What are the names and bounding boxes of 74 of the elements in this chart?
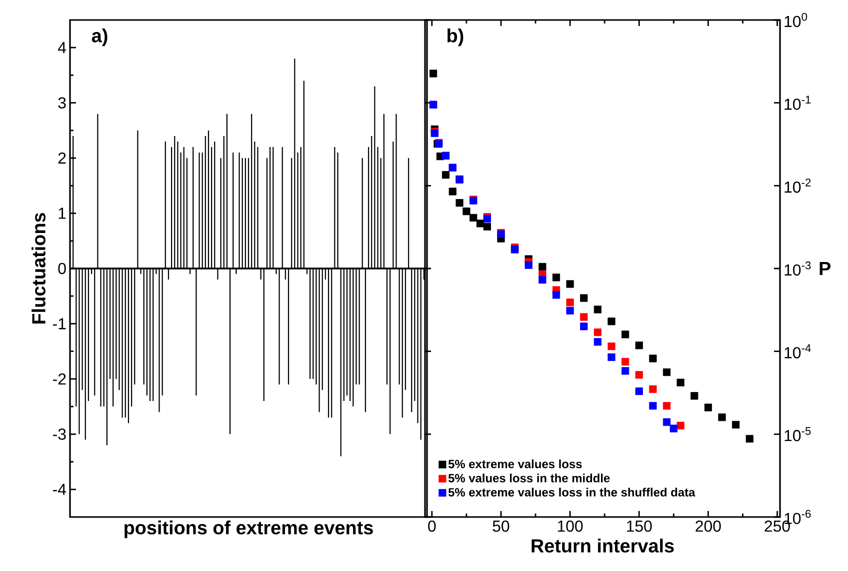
- point: [594, 328, 602, 336]
- y-axis-title: P: [820, 262, 830, 276]
- point: [676, 422, 684, 430]
- y-tick-label: 10$^{-1}$: [784, 96, 811, 110]
- point: [552, 291, 560, 299]
- point: [649, 402, 657, 410]
- legend-label: 5% extreme values loss in the shuffled data: [448, 488, 696, 497]
- y-tick-label: 10$^{-2}$: [784, 178, 811, 193]
- point: [662, 402, 671, 410]
- point: [470, 214, 478, 222]
- y-tick-label: 0: [58, 262, 66, 274]
- point: [538, 276, 546, 284]
- x-axis-title: positions of extreme events: [124, 520, 373, 538]
- point: [566, 306, 574, 314]
- y-tick-label: 1: [58, 208, 66, 219]
- point: [649, 385, 657, 393]
- point: [448, 188, 456, 196]
- x-tick-label: 100: [558, 520, 583, 532]
- y-tick-label: 2: [58, 152, 66, 164]
- point: [538, 262, 546, 271]
- point: [622, 358, 630, 366]
- point: [662, 368, 671, 376]
- point: [524, 261, 532, 269]
- point: [462, 208, 470, 216]
- annotation: b): [448, 28, 464, 46]
- point: [704, 404, 712, 412]
- y-tick-label: 10$^{0}$: [784, 12, 808, 28]
- point: [608, 342, 616, 350]
- point: [622, 367, 630, 375]
- x-tick-label: 0: [428, 520, 436, 532]
- point: [608, 353, 616, 361]
- point: [483, 222, 491, 230]
- x-axis-title: Return intervals: [532, 538, 674, 553]
- y-axis-title: Fluctuations: [32, 213, 46, 324]
- y-tick-label: -2: [53, 373, 66, 385]
- point: [649, 354, 657, 362]
- point: [635, 342, 643, 350]
- point: [594, 306, 602, 314]
- point: [442, 171, 450, 179]
- y-tick-label: 10$^{-3}$: [784, 261, 811, 276]
- point: [732, 420, 740, 429]
- point: [608, 318, 616, 326]
- point: [580, 313, 588, 321]
- point: [580, 294, 588, 302]
- point: [635, 387, 643, 396]
- x-tick-label: 200: [696, 520, 721, 532]
- point: [622, 330, 630, 338]
- point: [566, 298, 574, 306]
- x-tick-label: 50: [492, 520, 510, 532]
- legend-label: 5% extreme values loss: [448, 459, 582, 468]
- y-tick-label: 10$^{-5}$: [784, 427, 811, 442]
- point: [662, 418, 671, 426]
- legend-label: 5% values loss in the middle: [448, 474, 610, 482]
- point: [746, 434, 754, 443]
- point: [635, 371, 643, 379]
- point: [670, 424, 678, 432]
- point: [566, 280, 574, 288]
- point: [429, 70, 438, 78]
- point: [580, 322, 588, 330]
- point: [552, 274, 560, 282]
- point: [476, 220, 484, 228]
- point: [456, 199, 464, 207]
- y-tick-label: -3: [53, 428, 66, 440]
- point: [676, 378, 684, 386]
- y-tick-label: 4: [58, 42, 66, 54]
- annotation: a): [92, 28, 108, 46]
- point: [594, 338, 602, 346]
- point: [718, 413, 726, 422]
- y-tick-label: -4: [53, 484, 66, 495]
- y-tick-label: -1: [53, 318, 66, 330]
- y-tick-label: 3: [58, 97, 66, 108]
- point: [690, 392, 698, 400]
- y-tick-label: 10$^{-4}$: [784, 344, 811, 358]
- x-tick-label: 150: [627, 520, 652, 532]
